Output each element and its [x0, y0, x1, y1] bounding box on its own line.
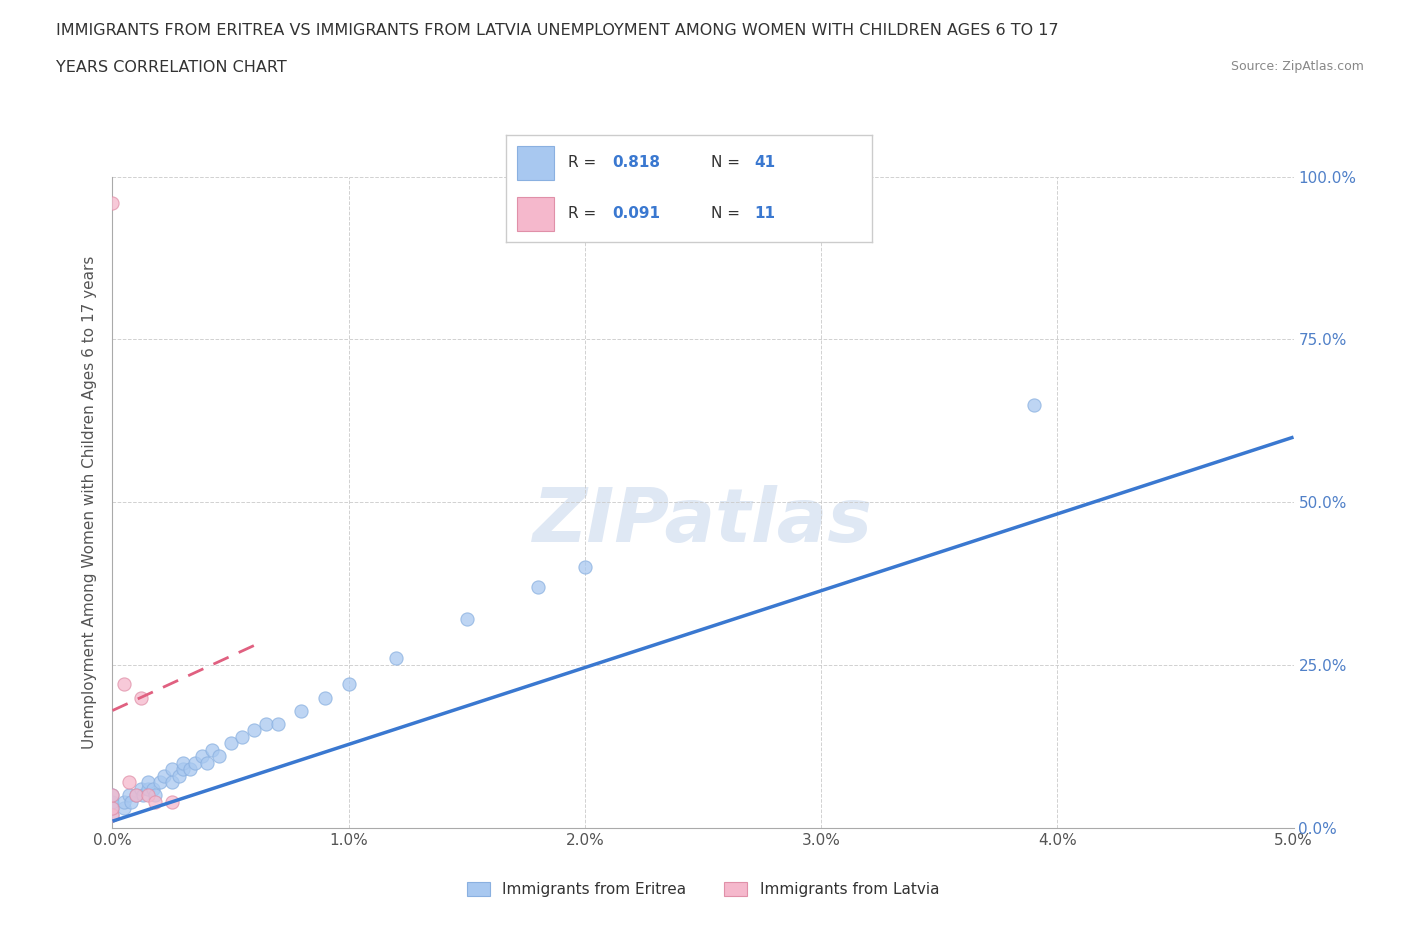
Text: 0.818: 0.818	[612, 155, 661, 170]
Point	[456, 612, 478, 627]
Point	[101, 807, 124, 822]
Point	[101, 807, 124, 822]
Point	[129, 781, 152, 796]
Point	[172, 755, 194, 770]
Text: YEARS CORRELATION CHART: YEARS CORRELATION CHART	[56, 60, 287, 75]
Point	[219, 736, 242, 751]
Point	[153, 768, 176, 783]
Legend: Immigrants from Eritrea, Immigrants from Latvia: Immigrants from Eritrea, Immigrants from…	[460, 874, 946, 905]
Text: 41: 41	[755, 155, 776, 170]
Point	[385, 651, 408, 666]
Bar	[517, 197, 554, 232]
Point	[136, 775, 159, 790]
Point	[120, 794, 142, 809]
Point	[172, 762, 194, 777]
Text: Source: ZipAtlas.com: Source: ZipAtlas.com	[1230, 60, 1364, 73]
Point	[118, 788, 141, 803]
Point	[195, 755, 218, 770]
Point	[101, 788, 124, 803]
Point	[160, 794, 183, 809]
Point	[143, 788, 166, 803]
Point	[136, 781, 159, 796]
Point	[160, 762, 183, 777]
Point	[231, 729, 253, 744]
Point	[112, 801, 135, 816]
Text: IMMIGRANTS FROM ERITREA VS IMMIGRANTS FROM LATVIA UNEMPLOYMENT AMONG WOMEN WITH : IMMIGRANTS FROM ERITREA VS IMMIGRANTS FR…	[56, 23, 1059, 38]
Point	[101, 195, 124, 210]
Point	[1022, 397, 1045, 412]
Text: N =: N =	[711, 206, 745, 221]
Point	[179, 762, 201, 777]
Point	[160, 775, 183, 790]
Point	[101, 801, 124, 816]
Point	[125, 788, 148, 803]
Point	[290, 703, 312, 718]
Text: R =: R =	[568, 155, 602, 170]
Text: 0.091: 0.091	[612, 206, 661, 221]
Point	[254, 716, 277, 731]
Point	[136, 788, 159, 803]
Point	[112, 794, 135, 809]
Text: R =: R =	[568, 206, 602, 221]
Point	[191, 749, 214, 764]
Point	[143, 794, 166, 809]
Point	[101, 794, 124, 809]
Point	[208, 749, 231, 764]
Point	[167, 768, 190, 783]
Point	[243, 723, 266, 737]
Bar	[517, 145, 554, 179]
Point	[118, 775, 141, 790]
Text: N =: N =	[711, 155, 745, 170]
Point	[142, 781, 165, 796]
Point	[101, 788, 124, 803]
Y-axis label: Unemployment Among Women with Children Ages 6 to 17 years: Unemployment Among Women with Children A…	[82, 256, 97, 749]
Point	[101, 801, 124, 816]
Point	[526, 579, 548, 594]
Point	[125, 788, 148, 803]
Point	[337, 677, 360, 692]
Point	[132, 788, 155, 803]
Text: 11: 11	[755, 206, 776, 221]
Point	[149, 775, 172, 790]
Point	[267, 716, 290, 731]
Point	[112, 677, 135, 692]
Point	[129, 690, 152, 705]
Point	[314, 690, 336, 705]
Text: ZIPatlas: ZIPatlas	[533, 485, 873, 558]
Point	[574, 560, 596, 575]
Point	[184, 755, 207, 770]
Point	[201, 742, 224, 757]
